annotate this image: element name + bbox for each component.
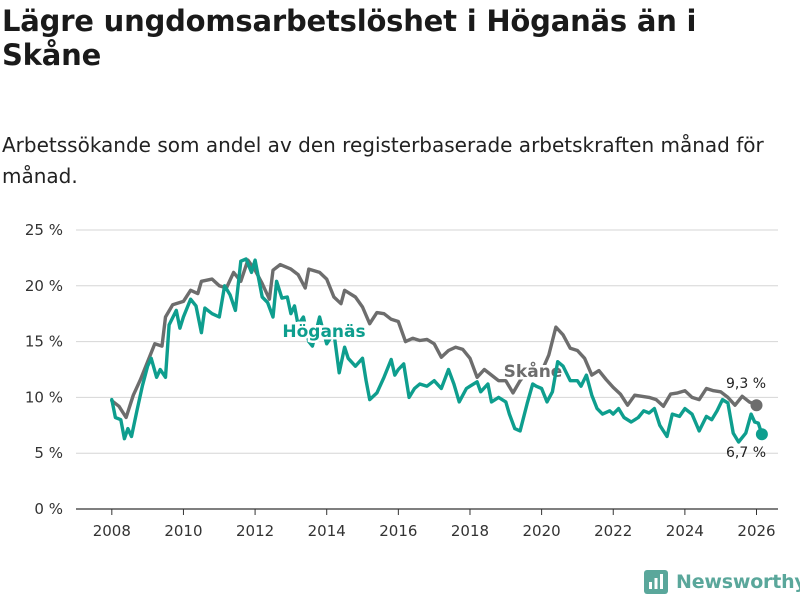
y-tick-label: 10 %: [25, 388, 63, 406]
chart-subtitle: Arbetssökande som andel av den registerb…: [2, 133, 764, 188]
newsworthy-logo-icon: [644, 570, 668, 594]
x-tick-label: 2008: [93, 522, 131, 540]
series-end-label-sk-ne: 9,3 %: [726, 376, 766, 392]
y-tick-label: 0 %: [34, 500, 63, 518]
y-tick-label: 20 %: [25, 277, 63, 295]
x-tick-label: 2016: [379, 522, 417, 540]
x-tick-label: 2020: [523, 522, 561, 540]
x-tick-label: 2012: [236, 522, 274, 540]
x-tick-label: 2024: [666, 522, 704, 540]
series-line-h-gan-s: [110, 257, 764, 444]
x-tick-label: 2026: [737, 522, 775, 540]
y-tick-label: 15 %: [25, 333, 63, 351]
line-chart: 0 % 5 % 10 % 15 % 20 % 25 % 2008 2010 2012 2014 20…: [25, 221, 778, 540]
newsworthy-logo: Newsworthy: [644, 570, 800, 594]
y-tick-label: 25 %: [25, 221, 63, 239]
x-tick-label: 2010: [164, 522, 202, 540]
series-label-h-gan-s: Höganäs: [282, 322, 365, 342]
y-tick-label: 5 %: [34, 444, 63, 462]
chart-title: Lägre ungdomsarbetslöshet i Höganäs än i…: [2, 4, 697, 72]
x-tick-label: 2018: [451, 522, 489, 540]
series-end-label-h-gan-s: 6,7 %: [726, 445, 766, 461]
series-line-sk-ne: [110, 258, 759, 420]
series-end-marker-sk-ne: [750, 399, 763, 412]
x-tick-label: 2014: [308, 522, 346, 540]
x-tick-label: 2022: [594, 522, 632, 540]
series-end-marker-h-gan-s: [755, 428, 768, 441]
newsworthy-logo-text: Newsworthy: [676, 571, 800, 593]
